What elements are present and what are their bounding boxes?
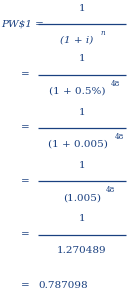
Text: 1: 1	[79, 54, 85, 63]
Text: =: =	[21, 230, 30, 239]
Text: 1: 1	[79, 107, 85, 117]
Text: =: =	[21, 70, 30, 79]
Text: 1: 1	[79, 161, 85, 170]
Text: (1 + 0.005): (1 + 0.005)	[48, 140, 108, 149]
Text: PW$1 =: PW$1 =	[1, 20, 44, 29]
Text: 48: 48	[106, 186, 116, 194]
Text: =: =	[21, 124, 30, 133]
Text: (1.005): (1.005)	[63, 193, 101, 202]
Text: 0.787098: 0.787098	[39, 281, 88, 290]
Text: (1 + i): (1 + i)	[60, 36, 93, 45]
Text: =: =	[21, 281, 30, 290]
Text: 1.270489: 1.270489	[57, 246, 107, 256]
Text: 48: 48	[115, 133, 124, 141]
Text: (1 + 0.5%): (1 + 0.5%)	[49, 86, 105, 95]
Text: 1: 1	[79, 4, 85, 13]
Text: =: =	[21, 177, 30, 186]
Text: n: n	[101, 29, 105, 37]
Text: 48: 48	[110, 80, 120, 88]
Text: 1: 1	[79, 214, 85, 223]
